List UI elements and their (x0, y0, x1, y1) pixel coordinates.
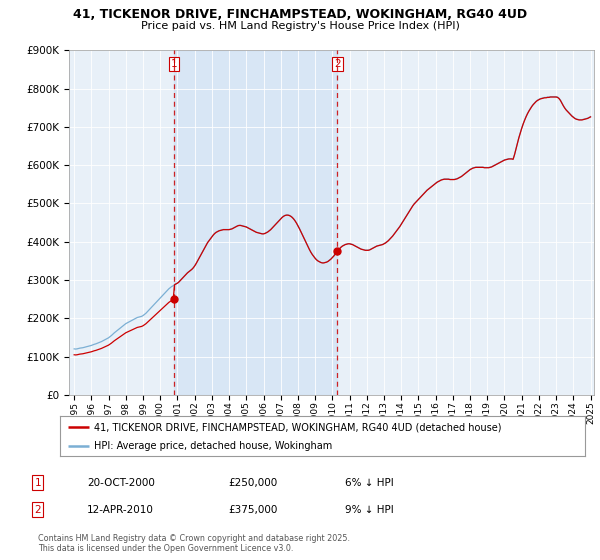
Bar (174, 50, 337, 395)
Text: 2: 2 (34, 505, 41, 515)
Text: 41, TICKENOR DRIVE, FINCHAMPSTEAD, WOKINGHAM, RG40 4UD (detached house): 41, TICKENOR DRIVE, FINCHAMPSTEAD, WOKIN… (94, 422, 502, 432)
Text: Contains HM Land Registry data © Crown copyright and database right 2025.
This d: Contains HM Land Registry data © Crown c… (38, 534, 350, 553)
Text: 6% ↓ HPI: 6% ↓ HPI (345, 478, 394, 488)
Text: 12-APR-2010: 12-APR-2010 (87, 505, 154, 515)
Text: 9% ↓ HPI: 9% ↓ HPI (345, 505, 394, 515)
Text: 20-OCT-2000: 20-OCT-2000 (87, 478, 155, 488)
Text: Price paid vs. HM Land Registry's House Price Index (HPI): Price paid vs. HM Land Registry's House … (140, 21, 460, 31)
Text: £250,000: £250,000 (228, 478, 277, 488)
Text: 1: 1 (170, 59, 178, 69)
Text: HPI: Average price, detached house, Wokingham: HPI: Average price, detached house, Woki… (94, 441, 332, 451)
Text: 2: 2 (334, 59, 341, 69)
Text: 41, TICKENOR DRIVE, FINCHAMPSTEAD, WOKINGHAM, RG40 4UD: 41, TICKENOR DRIVE, FINCHAMPSTEAD, WOKIN… (73, 8, 527, 21)
Text: £375,000: £375,000 (228, 505, 277, 515)
Text: 1: 1 (34, 478, 41, 488)
